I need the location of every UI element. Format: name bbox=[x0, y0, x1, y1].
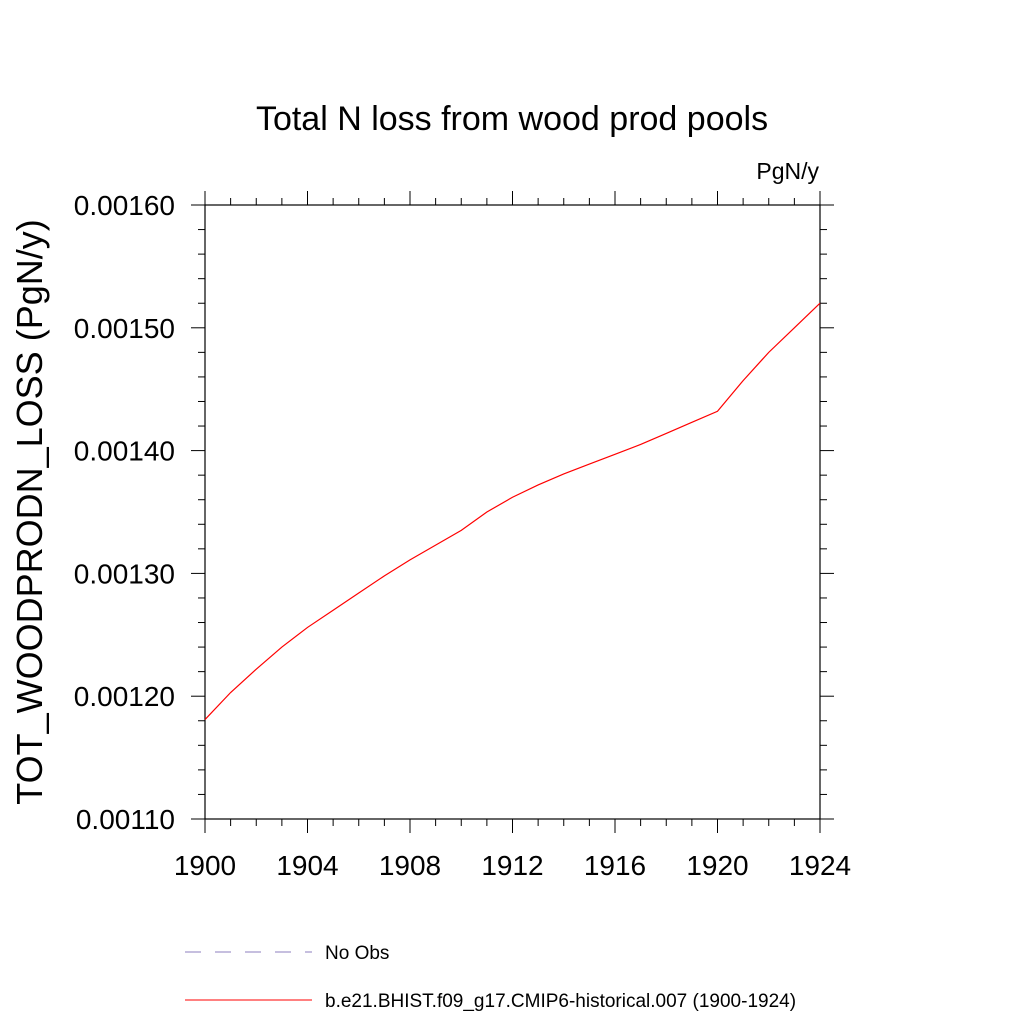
y-tick-label: 0.00130 bbox=[74, 558, 175, 589]
series-line bbox=[204, 302, 821, 720]
x-tick-label: 1924 bbox=[789, 850, 851, 881]
legend-label: b.e21.BHIST.f09_g17.CMIP6-historical.007… bbox=[325, 991, 796, 1012]
y-tick-label: 0.00150 bbox=[74, 313, 175, 344]
legend-label: No Obs bbox=[325, 943, 389, 964]
y-tick-label: 0.00140 bbox=[74, 436, 175, 467]
x-tick-label: 1904 bbox=[276, 850, 338, 881]
x-tick-label: 1920 bbox=[686, 850, 748, 881]
units-label: PgN/y bbox=[756, 158, 819, 184]
y-tick-label: 0.00110 bbox=[76, 804, 175, 835]
x-tick-label: 1912 bbox=[481, 850, 543, 881]
plot-frame bbox=[204, 204, 821, 820]
y-tick-label: 0.00160 bbox=[74, 190, 175, 221]
x-tick-label: 1900 bbox=[174, 850, 236, 881]
x-tick-label: 1916 bbox=[584, 850, 646, 881]
chart-title: Total N loss from wood prod pools bbox=[255, 100, 769, 138]
x-tick-label: 1908 bbox=[379, 850, 441, 881]
y-tick-label: 0.00120 bbox=[74, 681, 175, 712]
